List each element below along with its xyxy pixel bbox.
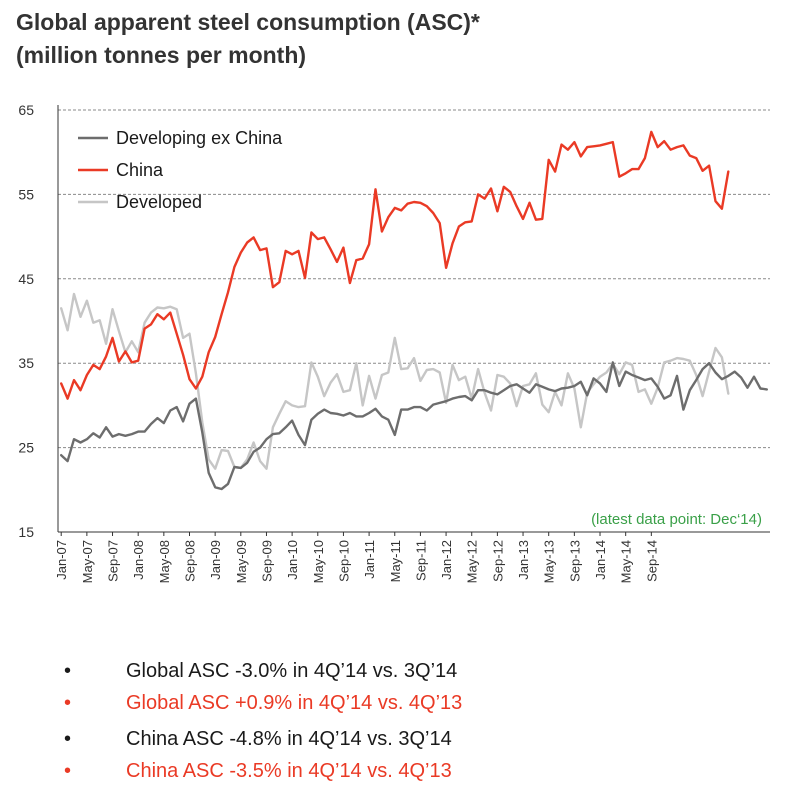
bullet-item: • Global ASC +0.9% in 4Q’14 vs. 4Q’13 [64,687,462,719]
x-tick-label: Sep-08 [182,540,197,582]
y-tick-label: 15 [18,524,34,540]
x-tick-label: Sep-13 [567,540,582,582]
bullet-item: • Global ASC -3.0% in 4Q’14 vs. 3Q’14 [64,655,462,687]
x-tick-label: Sep-10 [336,540,351,582]
bullet-dot: • [64,728,72,750]
bullet-dot: • [64,692,72,714]
legend-label: China [116,160,164,180]
title-line-2: (million tonnes per month) [16,42,307,68]
chart-title: Global apparent steel consumption (ASC)*… [16,6,480,72]
x-tick-label: Jan-13 [516,540,531,580]
summary-bullets: • Global ASC -3.0% in 4Q’14 vs. 3Q’14 • Gl… [64,655,462,787]
legend-label: Developing ex China [116,128,283,148]
y-tick-label: 25 [18,440,34,456]
bullet-text: Global ASC +0.9% in 4Q’14 vs. 4Q’13 [126,692,463,714]
x-tick-label: Sep-14 [644,540,659,582]
series-line-developed [60,292,730,470]
x-tick-label: Sep-09 [259,540,274,582]
title-line-1: Global apparent steel consumption (ASC)* [16,9,480,35]
x-tick-label: Sep-12 [490,540,505,582]
bullet-text: China ASC -4.8% in 4Q’14 vs. 3Q’14 [126,728,452,750]
x-tick-label: May-11 [388,540,403,582]
x-tick-label: May-08 [157,540,172,583]
x-tick-label: May-10 [311,540,326,583]
x-tick-label: Sep-07 [106,540,121,582]
y-tick-label: 65 [18,102,34,118]
bullet-item: • China ASC -4.8% in 4Q’14 vs. 3Q’14 [64,723,462,755]
x-tick-label: Jan-07 [54,540,69,580]
x-tick-label: Jan-10 [285,540,300,580]
line-chart: 15 25 35 45 55 65 Jan-07 May-07 Sep-07 Jan-08 May-… [18,102,770,583]
latest-data-annotation: (latest data point: Dec‘14) [591,511,762,528]
y-tick-label: 55 [18,186,34,202]
y-tick-label: 35 [18,355,34,371]
bullet-dot: • [64,660,72,682]
x-tick-label: May-09 [234,540,249,583]
x-tick-label: May-13 [542,540,557,583]
bullet-text: China ASC -3.5% in 4Q’14 vs. 4Q’13 [126,760,452,782]
x-tick-label: Jan-11 [362,540,377,579]
bullet-text: Global ASC -3.0% in 4Q’14 vs. 3Q’14 [126,660,458,682]
x-tick-label: May-07 [80,540,95,583]
series-line-china [60,130,730,400]
x-tick-label: Jan-09 [208,540,223,580]
x-tick-label: May-14 [619,540,634,583]
x-tick-label: May-12 [465,540,480,583]
y-tick-label: 45 [18,271,34,287]
x-tick-label: Jan-12 [439,540,454,580]
x-tick-label: Jan-14 [593,540,608,580]
x-tick-label: Sep-11 [413,540,428,581]
legend-label: Developed [116,192,202,212]
bullet-item: • China ASC -3.5% in 4Q’14 vs. 4Q’13 [64,755,462,787]
series-line-developing-ex-china [60,361,768,491]
bullet-dot: • [64,760,72,782]
x-tick-label: Jan-08 [131,540,146,580]
